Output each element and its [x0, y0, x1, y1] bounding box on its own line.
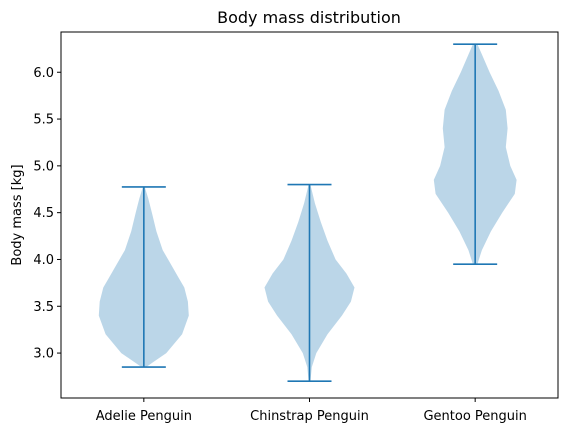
- y-tick-label: 5.0: [33, 159, 54, 174]
- x-tick-label: Gentoo Penguin: [423, 409, 526, 424]
- y-tick-label: 4.5: [33, 206, 54, 221]
- y-tick-label: 4.0: [33, 253, 54, 268]
- y-tick-label: 5.5: [33, 113, 54, 128]
- violin-group: [98, 43, 517, 382]
- x-tick-label: Chinstrap Penguin: [250, 409, 369, 424]
- y-tick-label: 3.0: [33, 347, 54, 362]
- y-tick-label: 3.5: [33, 300, 54, 315]
- chart-title: Body mass distribution: [217, 8, 401, 27]
- x-tick-label: Adelie Penguin: [96, 409, 192, 424]
- y-tick-label: 6.0: [33, 66, 54, 81]
- plot-frame: [60, 31, 559, 399]
- y-axis-label: Body mass [kg]: [10, 164, 25, 265]
- x-axis-ticks: Adelie Penguin Chinstrap Penguin Gentoo Pe…: [96, 398, 527, 424]
- y-axis-ticks: 3.0 3.5 4.0 4.5 5.0 5.5 6.0: [33, 66, 61, 362]
